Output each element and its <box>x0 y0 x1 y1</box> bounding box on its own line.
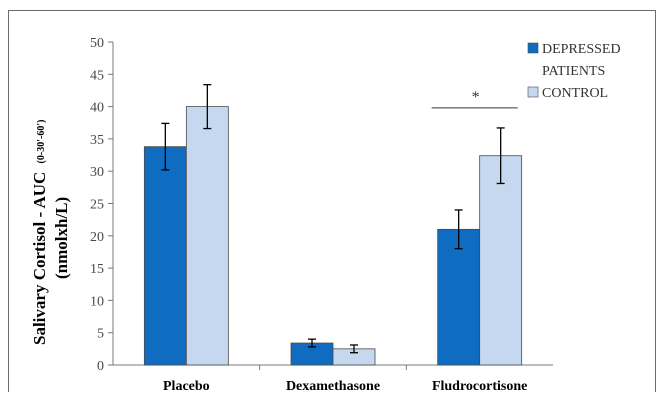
bar-fludrocortisone-series-2 <box>479 155 523 366</box>
y-tick-label-10: 10 <box>90 294 104 309</box>
legend: DEPRESSED PATIENTS CONTROL <box>527 42 621 101</box>
y-tick-label-50: 50 <box>90 36 104 51</box>
legend-swatch-depressed <box>527 42 539 54</box>
x-tick-label-placebo: Placebo <box>163 379 210 394</box>
legend-label-depressed: DEPRESSED <box>542 42 621 57</box>
bar-placebo-series-2 <box>185 106 229 366</box>
y-axis-label: Salivary Cortisol - AUC (0-30'-60') (nmo… <box>30 120 71 345</box>
y-tick-label-5: 5 <box>97 327 104 342</box>
chart-frame <box>8 10 656 392</box>
y-tick-label-20: 20 <box>90 230 104 245</box>
y-axis-label-main: Salivary Cortisol - AUC <box>30 172 49 345</box>
x-tick-label-dexamethasone: Dexamethasone <box>286 379 380 394</box>
y-tick-label-30: 30 <box>90 165 104 180</box>
y-axis-label-sub: (0-30'-60') <box>36 120 47 164</box>
y-tick-label-40: 40 <box>90 101 104 116</box>
legend-swatch-control <box>527 86 539 98</box>
bar-fludrocortisone-series-1 <box>437 228 481 366</box>
y-tick-label-0: 0 <box>97 359 104 374</box>
x-tick-label-fludrocortisone: Fludrocortisone <box>432 379 527 394</box>
y-tick-label-15: 15 <box>90 262 104 277</box>
y-axis-label-unit: (nmolxh/L) <box>52 197 71 279</box>
y-tick-label-25: 25 <box>90 198 104 213</box>
significance-star: * <box>472 89 480 106</box>
bar-placebo-series-1 <box>143 146 187 366</box>
y-tick-label-45: 45 <box>90 68 104 83</box>
svg-text:Salivary Cortisol - AUC: Salivary Cortisol - AUC (0-30'-60') <box>30 120 49 345</box>
y-tick-label-35: 35 <box>90 133 104 148</box>
legend-label-control: CONTROL <box>542 86 608 101</box>
legend-label-patients: PATIENTS <box>542 64 605 79</box>
